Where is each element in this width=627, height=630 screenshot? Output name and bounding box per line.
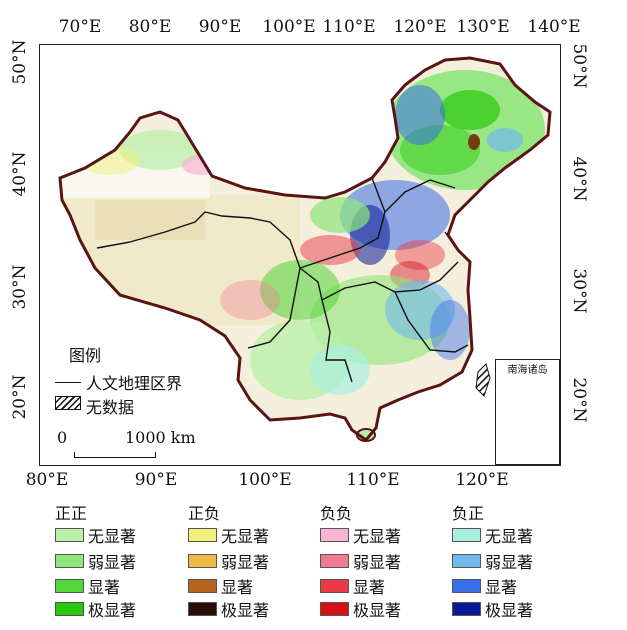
inset-frame: 南海诸岛	[495, 359, 560, 465]
scalebar	[74, 452, 156, 458]
class-legend-item: 无显著	[452, 525, 534, 546]
legend-boundary-label: 人文地理区界	[86, 374, 183, 393]
class-legend-item: 极显著	[320, 599, 402, 620]
tick-bottom-90e: 90°E	[134, 470, 178, 490]
tick-left-40n: 40°N	[10, 151, 30, 197]
region-boundaries	[96, 177, 469, 383]
tick-top-120e: 120°E	[393, 17, 447, 37]
tick-top-90e: 90°E	[198, 17, 242, 37]
class-label: 弱显著	[88, 553, 137, 572]
class-legend-item: 显著	[188, 576, 254, 597]
class-label: 无显著	[88, 527, 137, 546]
class-legend-item: 弱显著	[320, 551, 402, 572]
class-label: 弱显著	[353, 553, 402, 572]
tick-right-20n: 20°N	[569, 377, 589, 423]
class-legend-item: 无显著	[188, 525, 270, 546]
class-group-title: 正正	[55, 504, 88, 523]
class-label: 极显著	[485, 601, 534, 620]
class-swatch	[452, 528, 481, 542]
tick-bottom-110e: 110°E	[346, 470, 400, 490]
tick-right-50n: 50°N	[569, 43, 589, 89]
tick-top-80e: 80°E	[128, 17, 172, 37]
tick-right-30n: 30°N	[569, 268, 589, 314]
class-swatch	[320, 528, 349, 542]
class-swatch	[452, 554, 481, 568]
class-legend-item: 极显著	[452, 599, 534, 620]
class-label: 极显著	[221, 601, 270, 620]
map-canvas	[58, 56, 553, 458]
tick-left-30n: 30°N	[10, 264, 30, 310]
tick-top-110e: 110°E	[322, 17, 376, 37]
class-swatch	[55, 554, 84, 568]
class-legend-item: 弱显著	[55, 551, 137, 572]
tick-bottom-80e: 80°E	[25, 470, 69, 490]
china-landmass	[60, 58, 550, 442]
class-label: 极显著	[88, 601, 137, 620]
legend-nodata-swatch	[55, 396, 81, 410]
class-legend-item: 显著	[452, 576, 518, 597]
class-swatch	[452, 602, 481, 616]
class-label: 显著	[353, 578, 386, 597]
class-swatch	[55, 602, 84, 616]
legend-nodata-label: 无数据	[86, 398, 135, 417]
class-swatch	[320, 602, 349, 616]
class-swatch	[55, 528, 84, 542]
class-label: 显著	[88, 578, 121, 597]
legend-title: 图例	[69, 346, 102, 365]
class-swatch	[188, 528, 217, 542]
class-swatch	[188, 554, 217, 568]
tick-bottom-100e: 100°E	[238, 470, 292, 490]
class-swatch	[188, 579, 217, 593]
class-legend-item: 无显著	[55, 525, 137, 546]
inset-title: 南海诸岛	[507, 365, 548, 376]
class-swatch	[452, 579, 481, 593]
class-legend-item: 弱显著	[452, 551, 534, 572]
scalebar-zero-label: 0	[57, 428, 68, 447]
tick-top-70e: 70°E	[58, 17, 102, 37]
class-label: 无显著	[221, 527, 270, 546]
tick-bottom-120e: 120°E	[455, 470, 509, 490]
class-label: 显著	[485, 578, 518, 597]
class-legend-item: 显著	[320, 576, 386, 597]
class-label: 弱显著	[221, 553, 270, 572]
tick-left-50n: 50°N	[10, 39, 30, 85]
class-label: 显著	[221, 578, 254, 597]
tick-top-140e: 140°E	[527, 17, 581, 37]
tick-right-40n: 40°N	[569, 156, 589, 202]
class-swatch	[320, 554, 349, 568]
legend-boundary-line	[55, 382, 81, 383]
tick-top-130e: 130°E	[456, 17, 510, 37]
class-swatch	[55, 579, 84, 593]
class-legend-item: 无显著	[320, 525, 402, 546]
class-group-title: 负正	[452, 504, 485, 523]
class-swatch	[188, 602, 217, 616]
class-label: 弱显著	[485, 553, 534, 572]
class-legend-item: 极显著	[55, 599, 137, 620]
tick-top-100e: 100°E	[262, 17, 316, 37]
class-swatch	[320, 579, 349, 593]
class-label: 无显著	[485, 527, 534, 546]
class-legend-item: 极显著	[188, 599, 270, 620]
class-label: 极显著	[353, 601, 402, 620]
class-legend-item: 显著	[55, 576, 121, 597]
tick-left-20n: 20°N	[10, 374, 30, 420]
class-group-title: 负负	[320, 504, 353, 523]
class-label: 无显著	[353, 527, 402, 546]
national-boundary	[58, 56, 552, 443]
class-legend-item: 弱显著	[188, 551, 270, 572]
class-group-title: 正负	[188, 504, 221, 523]
scalebar-end-label: 1000 km	[125, 428, 196, 447]
